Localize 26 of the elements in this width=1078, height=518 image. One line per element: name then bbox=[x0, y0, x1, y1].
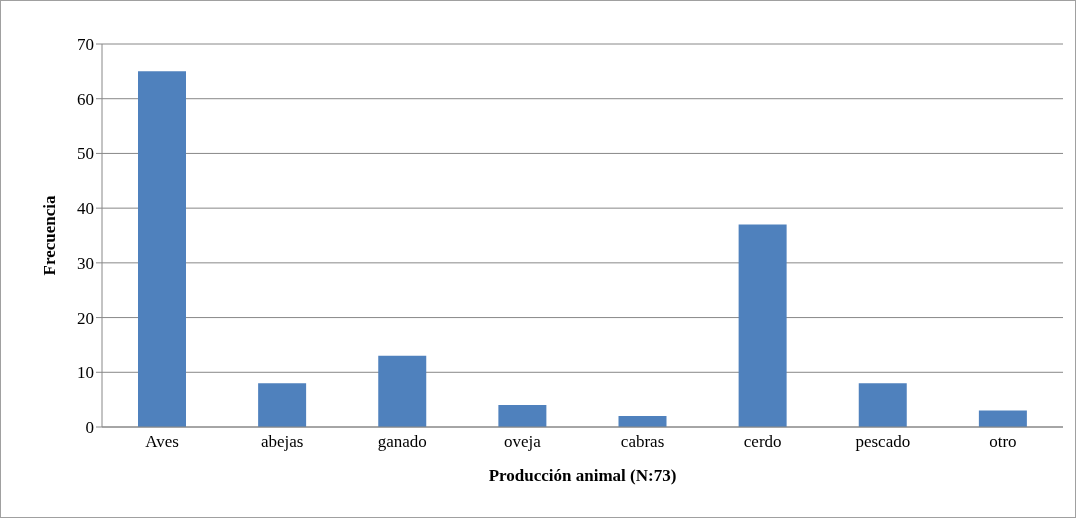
bar bbox=[498, 405, 547, 427]
x-axis-title: Producción animal (N:73) bbox=[488, 466, 677, 486]
y-tick-label: 0 bbox=[85, 418, 94, 438]
x-tick-label: pescado bbox=[855, 432, 911, 452]
y-tick-label: 30 bbox=[77, 253, 94, 273]
x-tick-label: abejas bbox=[260, 432, 304, 452]
y-tick-label: 50 bbox=[77, 144, 94, 164]
y-tick-label: 10 bbox=[77, 363, 94, 383]
x-tick-label: cabras bbox=[620, 432, 665, 452]
y-tick-label: 70 bbox=[77, 35, 94, 55]
y-tick-label: 60 bbox=[77, 89, 94, 109]
y-tick-label: 40 bbox=[77, 199, 94, 219]
y-tick-label: 20 bbox=[77, 308, 94, 328]
x-tick-label: otro bbox=[989, 432, 1017, 452]
bar bbox=[378, 355, 427, 427]
x-tick-label: cerdo bbox=[743, 432, 782, 452]
x-tick-label: Aves bbox=[145, 432, 179, 452]
bar bbox=[738, 224, 787, 427]
bar bbox=[618, 416, 667, 427]
y-axis-title: Frecuencia bbox=[40, 195, 60, 276]
bar bbox=[858, 383, 907, 427]
x-tick-label: ganado bbox=[377, 432, 427, 452]
bar bbox=[258, 383, 307, 427]
bar bbox=[978, 410, 1027, 427]
bar bbox=[138, 71, 186, 427]
x-tick-label: oveja bbox=[504, 432, 542, 452]
